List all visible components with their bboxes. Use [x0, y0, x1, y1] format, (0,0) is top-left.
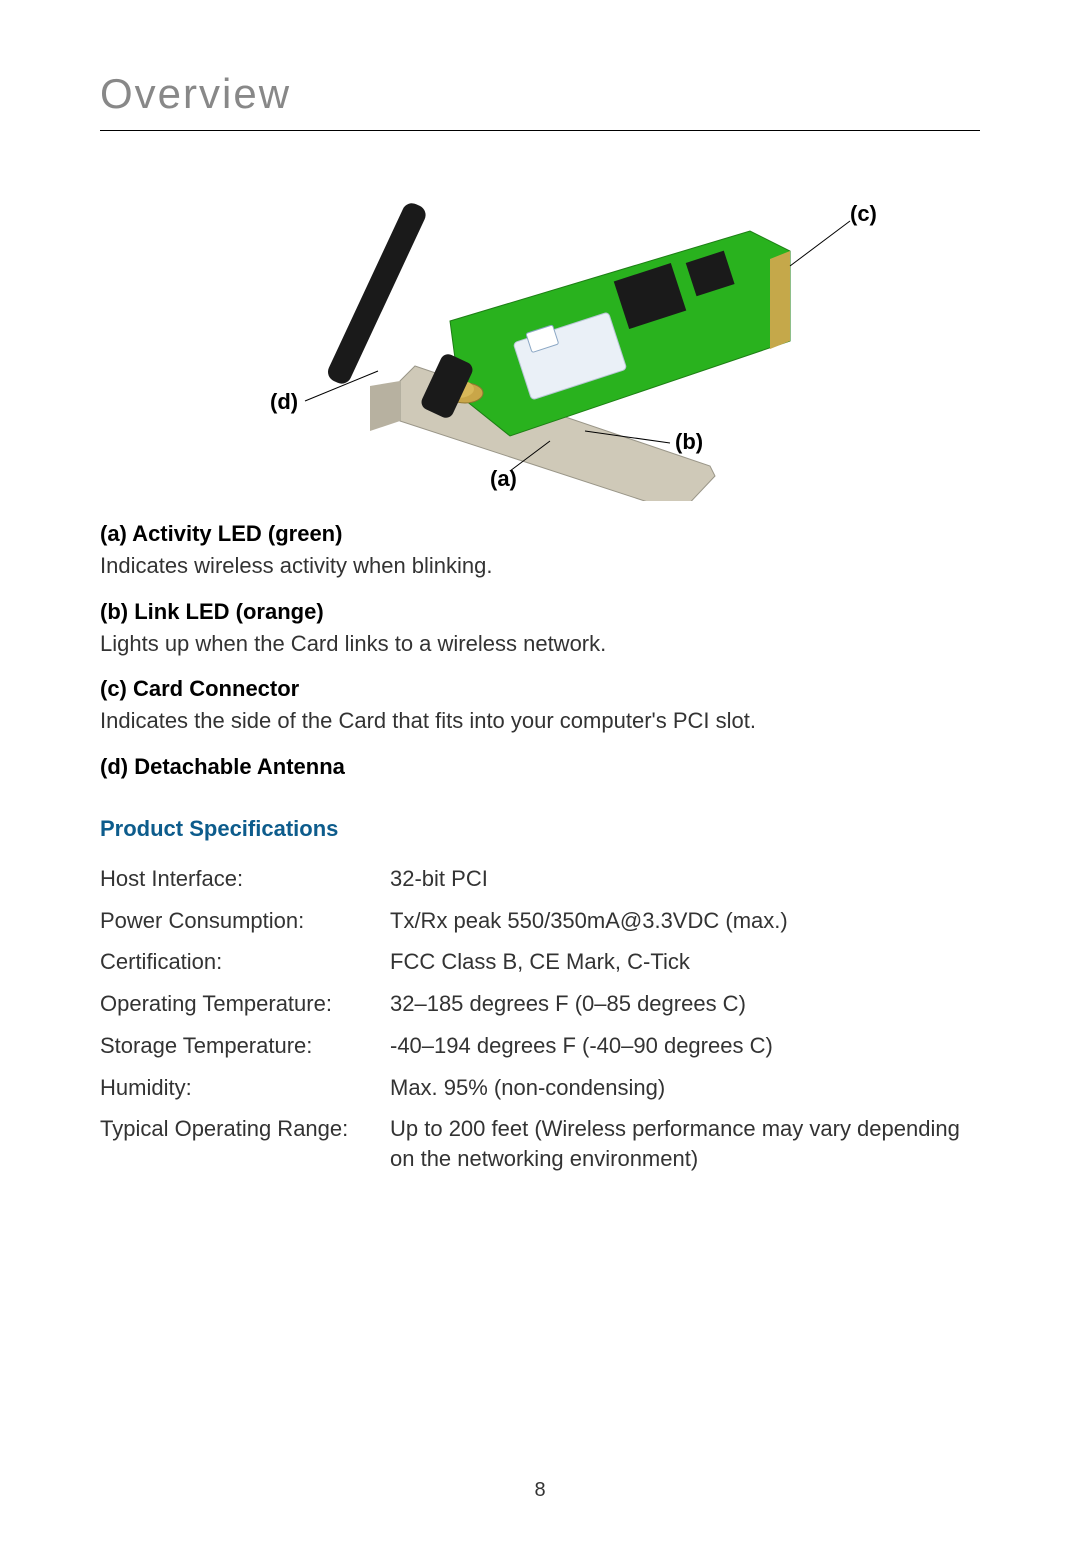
- spec-label: Operating Temperature:: [100, 983, 390, 1025]
- spec-row: Power Consumption:Tx/Rx peak 550/350mA@3…: [100, 900, 980, 942]
- spec-row: Storage Temperature:-40–194 degrees F (-…: [100, 1025, 980, 1067]
- product-diagram: (c) (d) (a) (b): [190, 171, 890, 501]
- section-d: (d) Detachable Antenna: [100, 754, 980, 780]
- spec-row: Host Interface:32-bit PCI: [100, 858, 980, 900]
- section-head: (a) Activity LED (green): [100, 521, 980, 547]
- diagram-svg: [190, 171, 890, 501]
- spec-label: Power Consumption:: [100, 900, 390, 942]
- section-c: (c) Card Connector Indicates the side of…: [100, 676, 980, 736]
- spec-row: Certification:FCC Class B, CE Mark, C-Ti…: [100, 941, 980, 983]
- section-a: (a) Activity LED (green) Indicates wirel…: [100, 521, 980, 581]
- spec-label: Humidity:: [100, 1067, 390, 1109]
- spec-label: Host Interface:: [100, 858, 390, 900]
- spec-value: 32-bit PCI: [390, 858, 980, 900]
- callout-a: (a): [490, 466, 517, 492]
- callout-b: (b): [675, 429, 703, 455]
- page-title: Overview: [100, 70, 980, 131]
- pcb-shape: [450, 231, 790, 436]
- section-b: (b) Link LED (orange) Lights up when the…: [100, 599, 980, 659]
- spec-label: Certification:: [100, 941, 390, 983]
- section-head: (d) Detachable Antenna: [100, 754, 980, 780]
- callout-d: (d): [270, 389, 298, 415]
- spec-label: Typical Operating Range:: [100, 1108, 390, 1179]
- spec-row: Humidity:Max. 95% (non-condensing): [100, 1067, 980, 1109]
- section-head: (b) Link LED (orange): [100, 599, 980, 625]
- section-head: (c) Card Connector: [100, 676, 980, 702]
- section-body: Indicates the side of the Card that fits…: [100, 706, 980, 736]
- spec-heading: Product Specifications: [100, 816, 980, 842]
- spec-value: Max. 95% (non-condensing): [390, 1067, 980, 1109]
- spec-value: -40–194 degrees F (-40–90 degrees C): [390, 1025, 980, 1067]
- spec-table: Host Interface:32-bit PCI Power Consumpt…: [100, 858, 980, 1180]
- spec-value: FCC Class B, CE Mark, C-Tick: [390, 941, 980, 983]
- spec-value: Tx/Rx peak 550/350mA@3.3VDC (max.): [390, 900, 980, 942]
- spec-value: 32–185 degrees F (0–85 degrees C): [390, 983, 980, 1025]
- section-body: Indicates wireless activity when blinkin…: [100, 551, 980, 581]
- spec-value: Up to 200 feet (Wireless performance may…: [390, 1108, 980, 1179]
- spec-label: Storage Temperature:: [100, 1025, 390, 1067]
- page-number: 8: [0, 1479, 1080, 1502]
- spec-row: Operating Temperature:32–185 degrees F (…: [100, 983, 980, 1025]
- callout-c: (c): [850, 201, 877, 227]
- spec-row: Typical Operating Range:Up to 200 feet (…: [100, 1108, 980, 1179]
- section-body: Lights up when the Card links to a wirel…: [100, 629, 980, 659]
